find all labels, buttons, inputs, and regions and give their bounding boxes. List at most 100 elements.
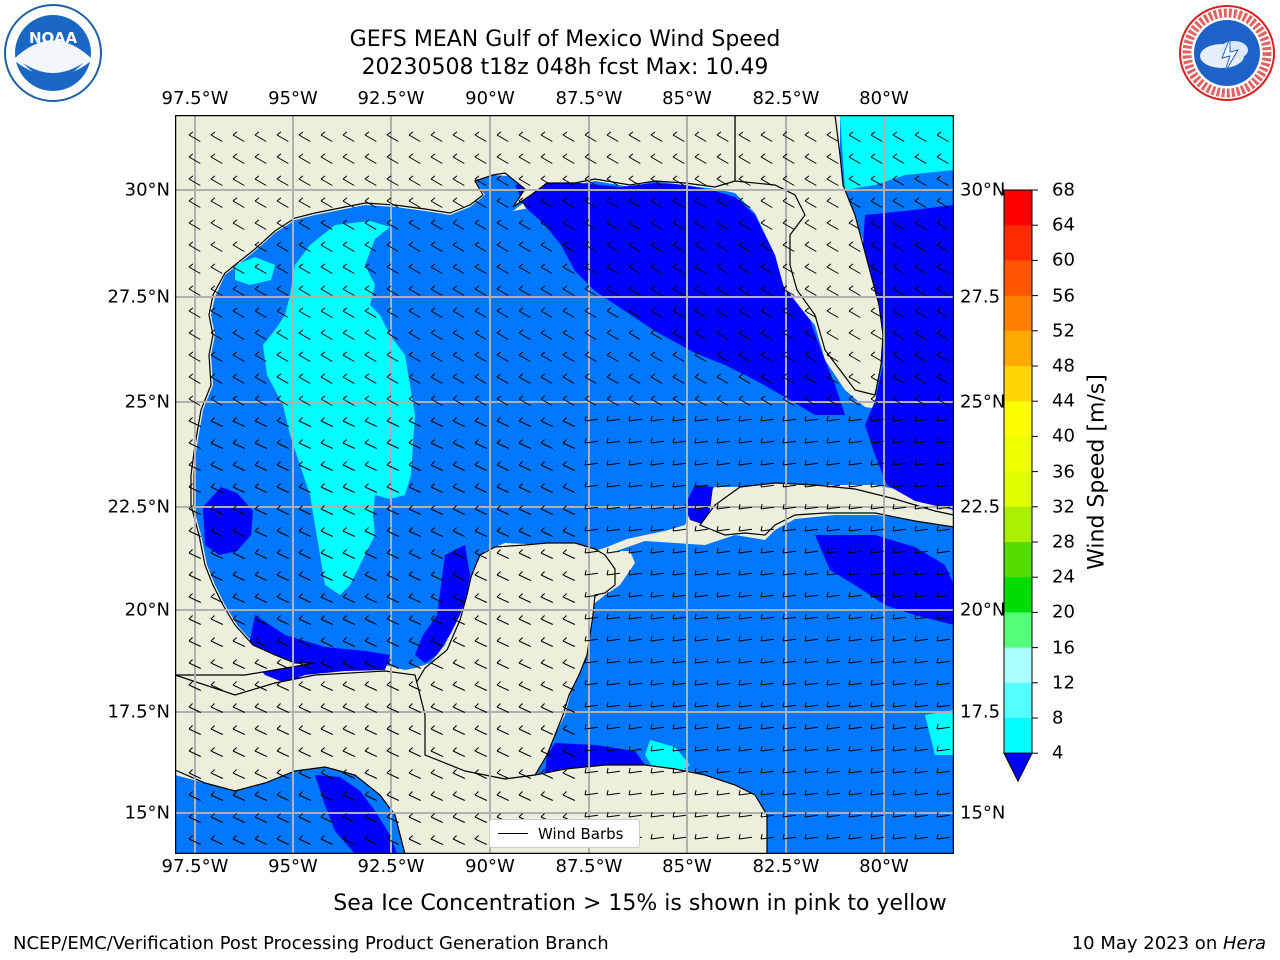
wind-barb-flag bbox=[584, 285, 590, 290]
wind-barb bbox=[650, 594, 664, 598]
wind-barb bbox=[826, 178, 839, 186]
wind-barb-flag bbox=[254, 241, 260, 246]
wind-barb bbox=[694, 200, 707, 208]
wind-barb-flag bbox=[782, 657, 785, 664]
wind-barb-flag bbox=[320, 175, 326, 180]
wind-barb bbox=[276, 816, 290, 823]
wind-barb bbox=[826, 770, 840, 774]
wind-barb-flag bbox=[298, 615, 303, 620]
wind-barb-flag bbox=[716, 569, 719, 576]
wind-barb bbox=[320, 156, 333, 164]
colorbar-tick-label: 8 bbox=[1052, 707, 1064, 729]
wind-barb-flag bbox=[562, 791, 567, 796]
wind-barb-flag bbox=[254, 307, 260, 312]
wind-barb bbox=[496, 772, 510, 779]
wind-barb-flag bbox=[628, 459, 631, 466]
wind-barb bbox=[650, 638, 664, 642]
wind-barb-flag bbox=[320, 285, 326, 290]
wind-barb-flag bbox=[452, 461, 457, 466]
wind-barb bbox=[452, 156, 465, 164]
wind-barb-flag bbox=[650, 285, 656, 290]
wind-barb bbox=[276, 464, 290, 471]
wind-barb bbox=[518, 332, 531, 340]
wind-barb bbox=[474, 728, 488, 735]
wind-barb bbox=[540, 398, 553, 406]
wind-barb bbox=[364, 376, 377, 384]
wind-barb-flag bbox=[738, 789, 741, 796]
wind-barb-flag bbox=[562, 307, 568, 312]
wind-barb-flag bbox=[826, 219, 832, 224]
wind-barb-flag bbox=[496, 439, 501, 444]
wind-barb bbox=[760, 354, 773, 362]
wind-barb bbox=[716, 660, 730, 664]
wind-barb-flag bbox=[804, 613, 807, 620]
wind-barb bbox=[320, 508, 334, 515]
wind-barb bbox=[320, 310, 333, 318]
wind-barb-flag bbox=[760, 635, 763, 642]
wind-barb bbox=[320, 750, 334, 757]
wind-barb bbox=[518, 442, 532, 449]
wind-barb bbox=[320, 772, 334, 779]
wind-barb-flag bbox=[738, 503, 741, 510]
wind-barb-flag bbox=[650, 503, 653, 510]
wind-barb bbox=[562, 772, 576, 779]
wind-barb bbox=[650, 134, 663, 142]
wind-barb-flag bbox=[738, 307, 744, 312]
wind-barb-flag bbox=[848, 701, 851, 708]
wind-barb bbox=[760, 332, 773, 340]
wind-barb-flag bbox=[760, 437, 763, 444]
wind-barb-flag bbox=[760, 547, 763, 554]
wind-barb bbox=[276, 486, 290, 493]
wind-barb-flag bbox=[474, 263, 480, 268]
wind-barb-flag bbox=[430, 505, 435, 510]
wind-barb-flag bbox=[870, 569, 873, 576]
wind-barb bbox=[760, 222, 773, 230]
wind-barb-flag bbox=[342, 527, 347, 532]
wind-barb bbox=[782, 440, 796, 444]
lat-tick-right: 30°N bbox=[960, 179, 1006, 201]
wind-barb-flag bbox=[892, 175, 898, 180]
wind-barb bbox=[804, 704, 818, 708]
wind-barb-flag bbox=[188, 483, 193, 488]
wind-barb-flag bbox=[760, 329, 766, 334]
wind-barb bbox=[716, 836, 730, 840]
wind-barb-flag bbox=[540, 703, 545, 708]
wind-barb-flag bbox=[188, 307, 194, 312]
wind-barb-flag bbox=[914, 591, 917, 598]
wind-barb bbox=[738, 484, 752, 488]
wind-barb-flag bbox=[320, 373, 326, 378]
wind-barb-flag bbox=[474, 373, 480, 378]
wind-barb bbox=[848, 814, 862, 818]
wind-barb bbox=[870, 178, 883, 186]
wind-barb bbox=[430, 310, 443, 318]
wind-barb-flag bbox=[848, 459, 851, 466]
wind-barb bbox=[210, 508, 224, 515]
wind-barb bbox=[276, 442, 290, 449]
wind-barb-flag bbox=[430, 461, 435, 466]
wind-barb-flag bbox=[716, 723, 719, 730]
wind-barb bbox=[188, 398, 201, 406]
wind-barb-flag bbox=[232, 153, 238, 158]
wind-barb bbox=[716, 178, 729, 186]
wind-barb-flag bbox=[672, 503, 675, 510]
wind-barb-flag bbox=[738, 437, 741, 444]
wind-barb-flag bbox=[584, 503, 587, 510]
wind-barb bbox=[914, 704, 928, 708]
wind-barb bbox=[628, 200, 641, 208]
wind-barb bbox=[298, 728, 312, 735]
wind-barb bbox=[672, 594, 686, 598]
wind-barb-flag bbox=[848, 329, 854, 334]
wind-barb-flag bbox=[848, 569, 851, 576]
wind-barb bbox=[342, 618, 356, 625]
wind-barb-flag bbox=[496, 571, 501, 576]
wind-barb bbox=[254, 706, 268, 713]
colorbar-band bbox=[1004, 718, 1032, 754]
wind-barb bbox=[628, 484, 642, 488]
wind-barb bbox=[760, 726, 774, 730]
wind-barb-flag bbox=[672, 415, 675, 422]
lat-tick-left: 17.5°N bbox=[107, 701, 170, 723]
wind-barb bbox=[628, 354, 641, 362]
wind-barb bbox=[452, 706, 466, 713]
wind-barb-flag bbox=[364, 571, 369, 576]
wind-barb-flag bbox=[848, 525, 851, 532]
